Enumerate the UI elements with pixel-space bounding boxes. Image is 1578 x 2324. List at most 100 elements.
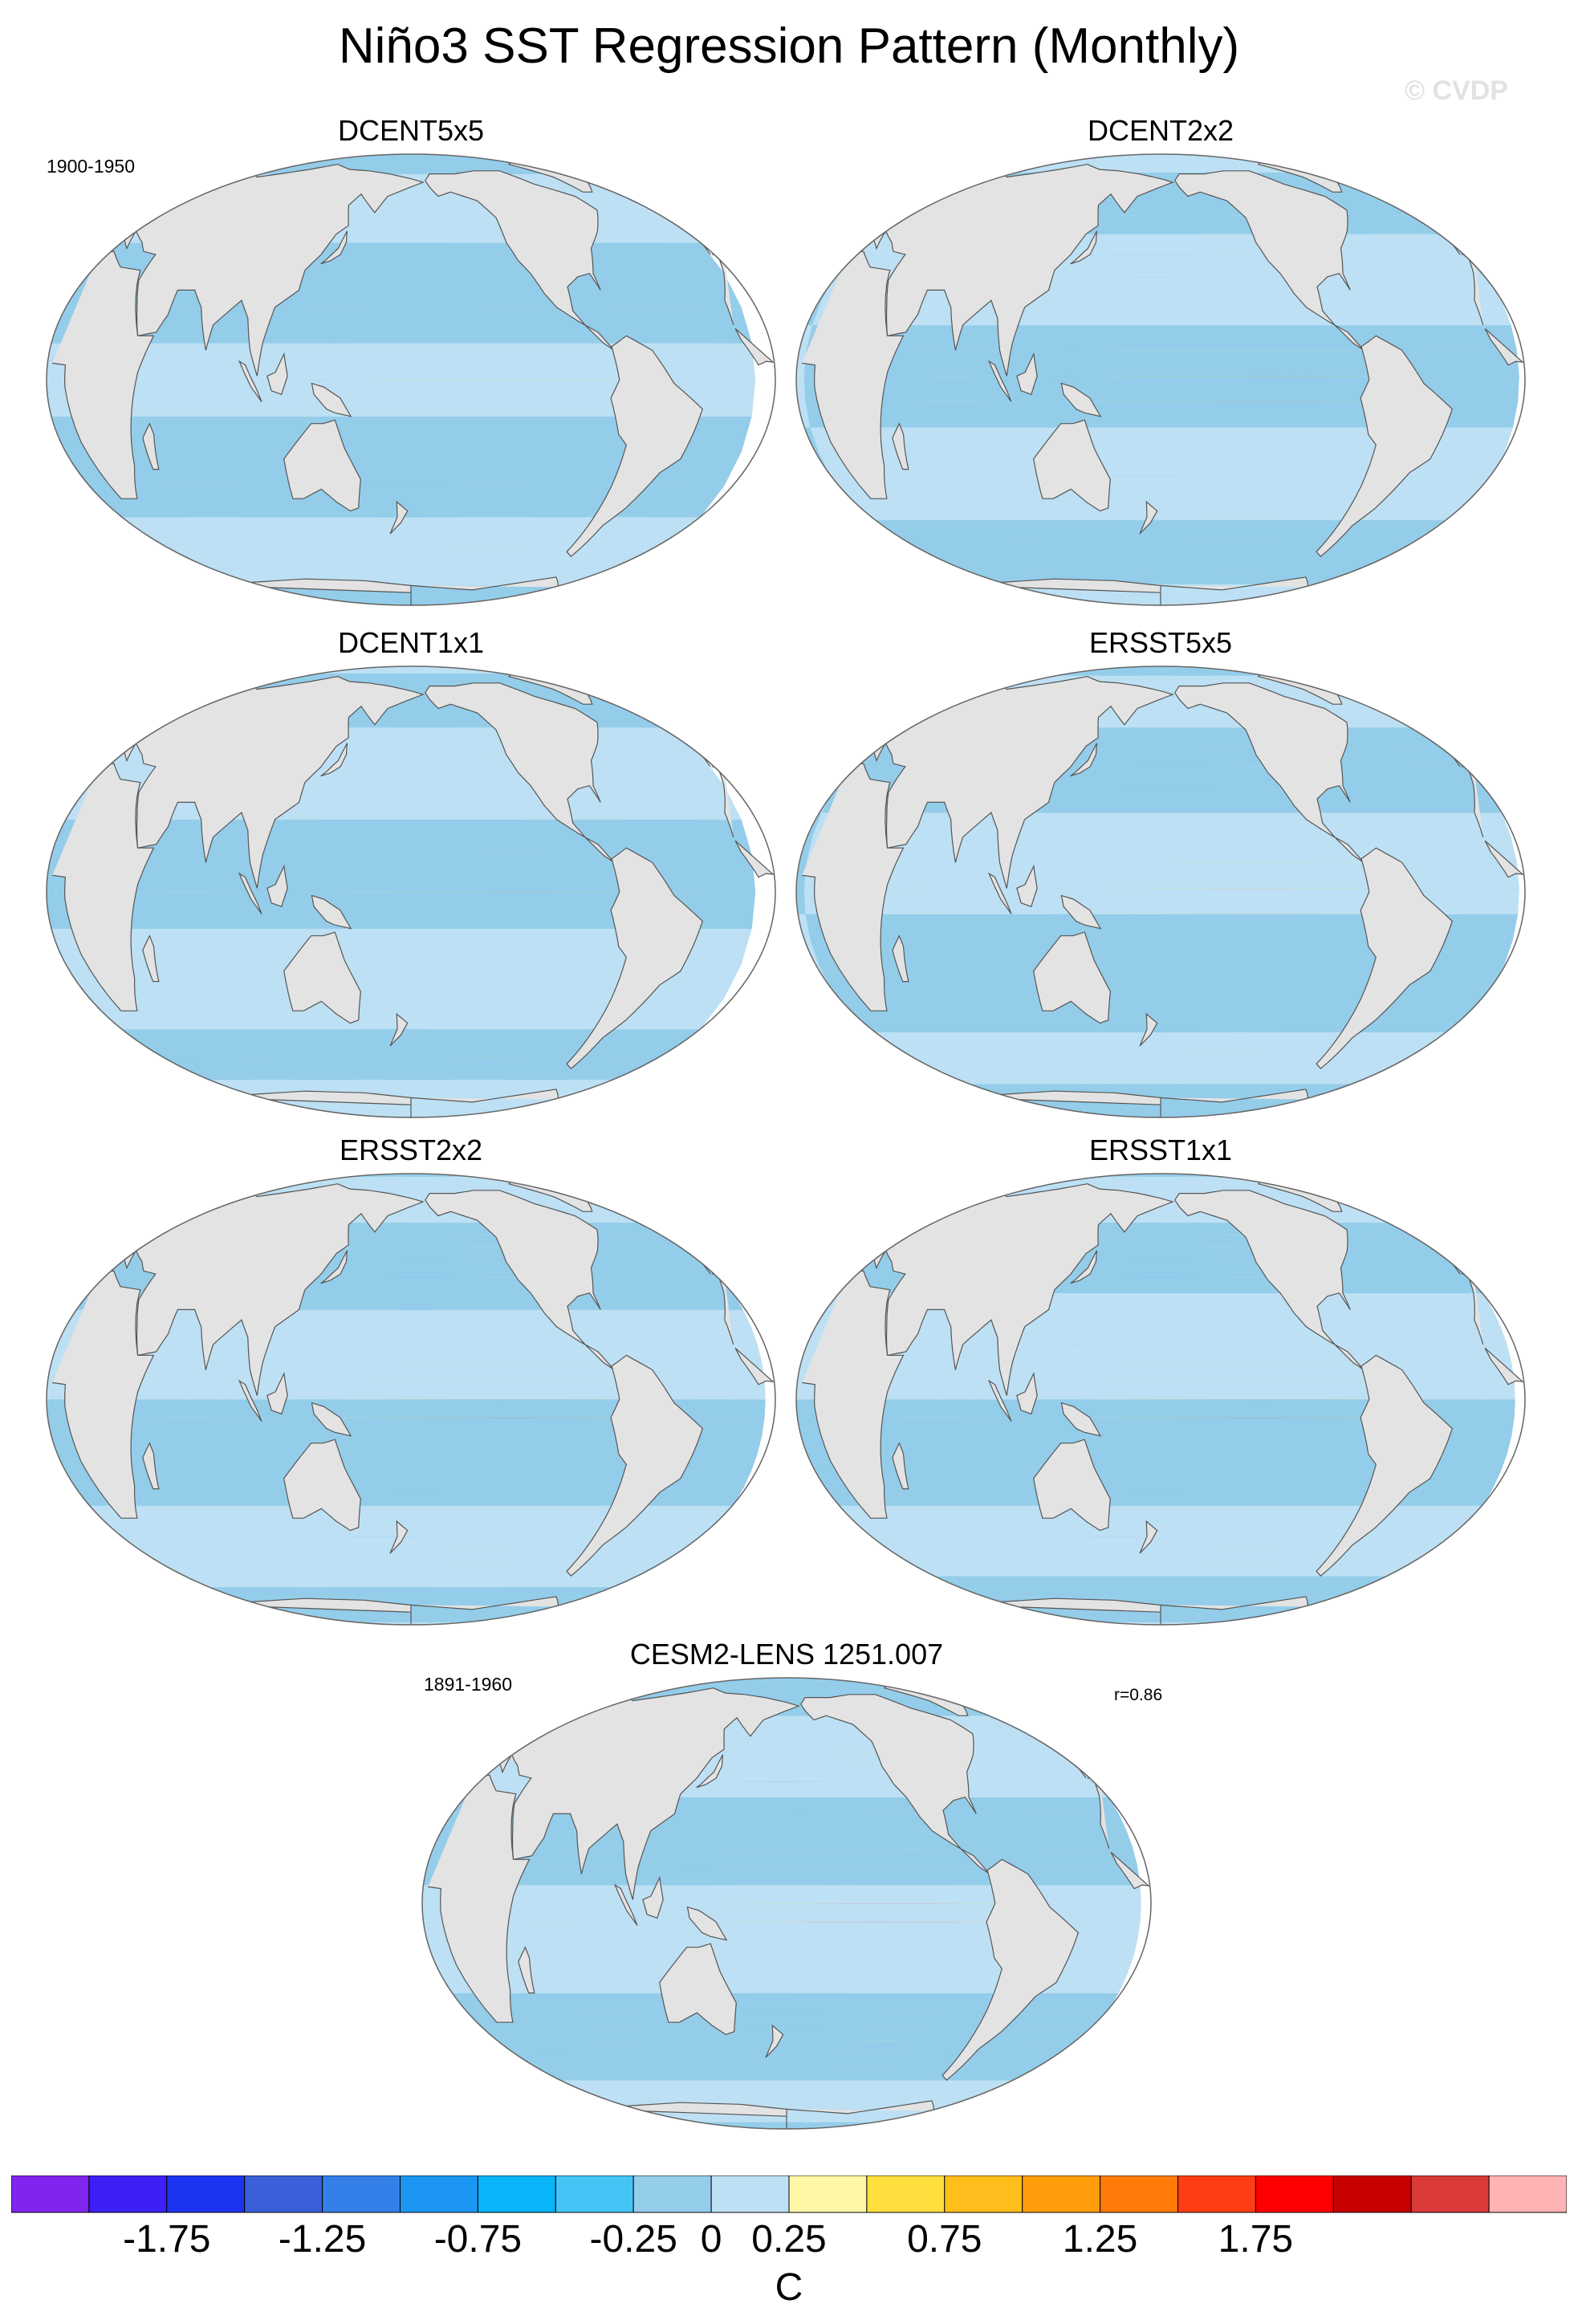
sst-cell <box>998 1105 1035 1114</box>
sst-cell <box>1078 154 1105 157</box>
map-panel-dcent5x5: DCENT5x5 <box>42 114 780 612</box>
sst-cell <box>1247 154 1285 157</box>
sst-cell <box>1051 1113 1083 1117</box>
sst-cell <box>260 666 554 674</box>
sst-cell <box>1256 600 1295 605</box>
sst-cell <box>1341 684 1380 697</box>
sst-cell <box>47 891 756 930</box>
sst-cell <box>473 1622 492 1625</box>
sst-cell <box>495 597 545 605</box>
sst-cell <box>540 1611 566 1618</box>
figure-title: Niño3 SST Regression Pattern (Monthly) <box>338 18 1240 74</box>
panel-title: DCENT1x1 <box>337 626 485 659</box>
sst-cell <box>523 1617 549 1622</box>
sst-cell <box>470 1622 489 1625</box>
sst-cell <box>251 1611 278 1618</box>
sst-cell <box>947 172 984 185</box>
sst-cell <box>1248 1113 1284 1117</box>
map-outline <box>46 665 776 1118</box>
sst-cell <box>976 674 1014 686</box>
sst-cell <box>1289 1105 1328 1114</box>
sst-cell <box>1025 669 1059 676</box>
sst-cell <box>1232 154 1266 157</box>
land-sumatra <box>987 360 1012 402</box>
sst-cell <box>1007 157 1044 164</box>
sst-cell <box>1236 666 1271 670</box>
watermark: © CVDP <box>1405 75 1508 106</box>
sst-cell <box>478 1622 499 1625</box>
sst-cell <box>555 1605 580 1613</box>
sst-cell <box>863 519 1460 539</box>
sst-cell <box>185 1586 212 1597</box>
sst-cell <box>1313 1096 1351 1107</box>
sst-cell <box>1045 1113 1080 1117</box>
sst-cell <box>553 1611 580 1618</box>
sst-cell <box>495 1622 520 1625</box>
sst-cell <box>1214 154 1241 157</box>
sst-cell <box>1312 674 1350 686</box>
panel-title: DCENT5x5 <box>337 114 485 147</box>
sst-cell <box>967 584 1005 595</box>
sst-cell <box>268 1109 321 1117</box>
sst-cell <box>289 1617 313 1622</box>
sst-field <box>47 666 775 1117</box>
sst-cell <box>1265 669 1299 676</box>
sst-cell <box>1226 154 1256 157</box>
sst-cell <box>1305 162 1342 173</box>
map-outline <box>795 153 1526 606</box>
sst-cell <box>1236 154 1271 157</box>
sst-cell <box>527 1617 554 1622</box>
sst-cell <box>501 666 554 674</box>
sst-cell <box>863 1032 1460 1052</box>
sst-cell <box>484 1622 506 1625</box>
sst-cell <box>844 1010 1478 1032</box>
sst-cell <box>560 1605 586 1613</box>
sst-cell <box>173 1079 636 1098</box>
sst-cell <box>302 1622 327 1625</box>
sst-cell <box>1289 593 1328 602</box>
sst-cell <box>903 556 941 572</box>
sst-cell <box>1218 666 1246 670</box>
panel-title: ERSST5x5 <box>1088 626 1233 659</box>
sst-cell <box>277 1109 327 1117</box>
sst-cell <box>1273 593 1308 602</box>
land-japan <box>1070 230 1098 265</box>
sst-cell <box>1024 1113 1064 1117</box>
sst-cell <box>277 154 327 162</box>
sst-cell <box>968 162 1007 173</box>
sst-cell <box>173 1586 643 1597</box>
sst-cell <box>277 1617 303 1622</box>
sst-cell <box>975 584 1011 595</box>
sst-cell <box>260 154 554 162</box>
sst-cell <box>337 1622 355 1625</box>
land-australia <box>283 931 361 1024</box>
sst-cell <box>1040 600 1076 605</box>
sst-cell <box>1252 600 1290 605</box>
sst-cell <box>1313 584 1351 595</box>
sst-cell <box>220 1605 247 1613</box>
sst-cell <box>1267 593 1301 602</box>
sst-cell <box>1064 154 1094 157</box>
sst-cell <box>1017 593 1051 602</box>
sst-cell <box>1031 669 1064 676</box>
sst-cell <box>1278 593 1315 602</box>
sst-cell <box>135 1056 672 1081</box>
sst-cell <box>260 154 315 162</box>
sst-cell <box>1043 666 1080 670</box>
sst-cell <box>309 1622 332 1625</box>
sst-cell <box>268 597 321 605</box>
sst-cell <box>237 1611 265 1618</box>
sst-cell <box>173 1586 200 1597</box>
sst-cell <box>947 684 984 697</box>
land-japan <box>320 743 348 777</box>
sst-cell <box>1004 669 1319 676</box>
sst-cell <box>585 1596 611 1606</box>
sst-cell <box>1334 684 1371 697</box>
map-panel-ersst5x5: ERSST5x5 <box>791 626 1530 1124</box>
sst-cell <box>544 1611 571 1618</box>
sst-cell <box>264 1617 292 1622</box>
sst-cell <box>1240 1113 1274 1117</box>
sst-cell <box>1283 1105 1321 1114</box>
sst-cell <box>1278 1105 1315 1114</box>
sst-cell <box>193 1596 221 1606</box>
